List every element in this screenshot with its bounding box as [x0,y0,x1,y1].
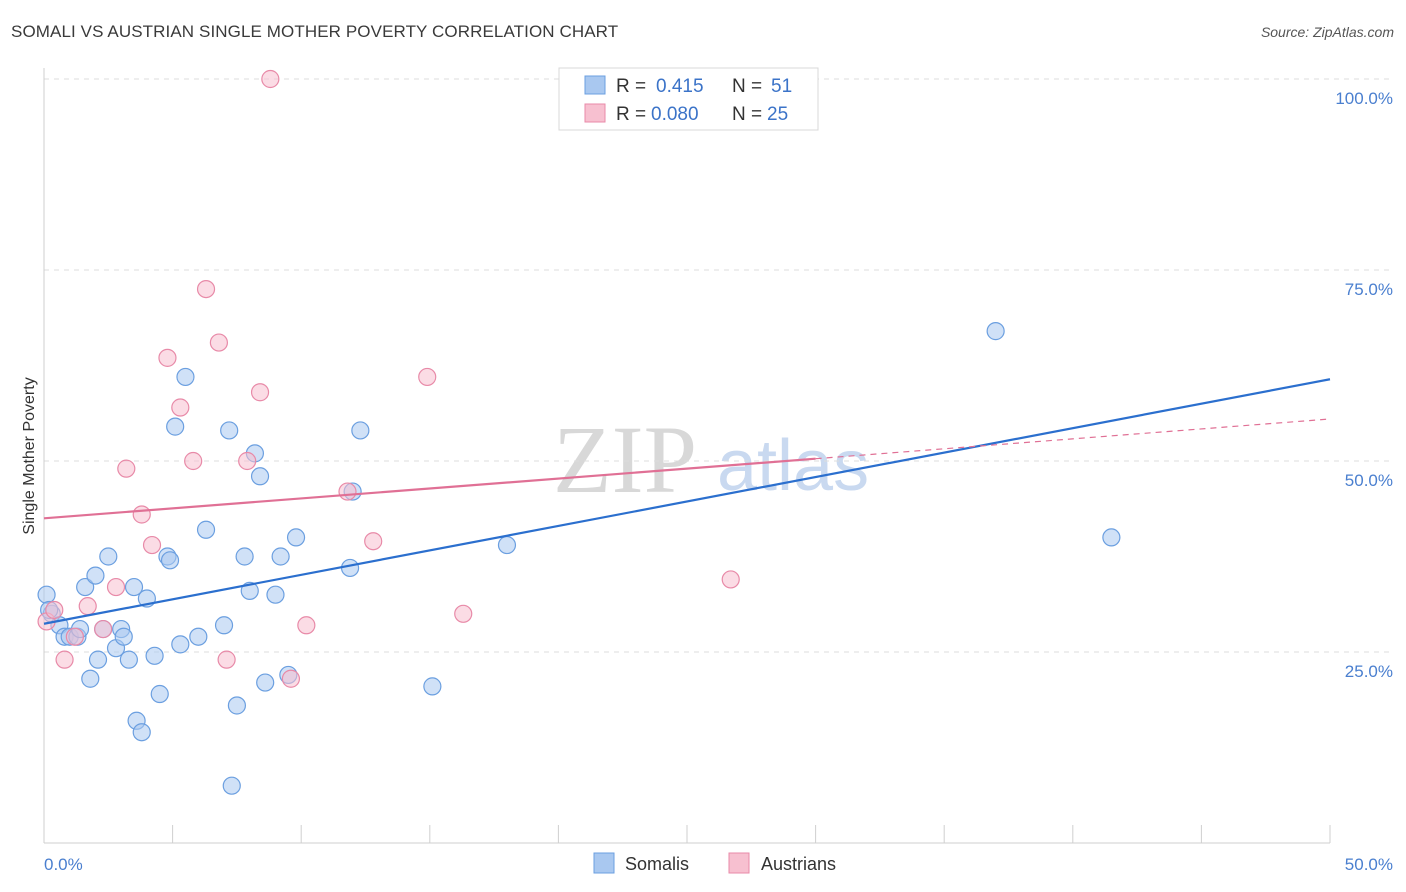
source-label: Source: ZipAtlas.com [1260,24,1394,40]
x-tick-label-max: 50.0% [1345,855,1393,874]
legend-box: R = 0.415 N = 51 R = 0.080 N = 25 [558,67,819,131]
gridlines [44,78,1393,653]
legend-n-value-austrians: 25 [767,104,788,125]
point-austrians-22 [418,367,437,387]
trend-line-somalis [43,378,1331,625]
y-tick-label-25: 25.0% [1345,662,1393,681]
watermark-atlas: atlas [717,426,869,506]
point-somalis-19 [132,723,151,742]
point-somalis-8 [81,669,100,688]
legend-r-label-austrians: R = [616,104,646,125]
point-somalis-21 [145,646,164,665]
point-somalis-12 [99,547,118,566]
y-tick-label-50: 50.0% [1345,471,1393,490]
point-somalis-32 [222,776,241,795]
y-axis-label: Single Mother Poverty [21,377,38,534]
point-somalis-15 [114,627,133,646]
point-austrians-6 [106,577,126,597]
point-austrians-8 [132,505,151,524]
point-somalis-17 [124,577,144,597]
point-somalis-47 [497,535,517,555]
point-somalis-28 [189,627,208,646]
legend-r-label-somalis: R = [616,76,646,97]
point-austrians-1 [45,600,64,620]
point-austrians-4 [78,597,97,616]
point-somalis-22 [150,684,169,704]
point-somalis-25 [166,417,185,436]
point-somalis-30 [214,616,234,635]
point-austrians-24 [721,570,740,589]
point-somalis-10 [88,650,108,669]
point-austrians-2 [55,650,74,669]
bottom-legend-label-austrians: Austrians [761,854,836,874]
point-somalis-37 [250,467,270,486]
point-somalis-45 [351,421,370,440]
point-austrians-16 [238,451,257,471]
point-austrians-25 [261,69,280,89]
point-somalis-34 [235,547,254,566]
point-austrians-12 [184,451,203,471]
trend-lines [43,378,1331,625]
point-somalis-39 [266,585,285,604]
point-somalis-35 [240,581,259,600]
trend-line-austrians-extension [815,418,1331,460]
point-austrians-17 [250,383,270,402]
y-tick-label-75: 75.0% [1345,280,1393,299]
trend-line-austrians [43,457,816,520]
point-austrians-5 [94,619,113,639]
point-somalis-40 [271,547,290,566]
x-axis-ticks [43,825,1331,843]
point-somalis-49 [1102,528,1121,547]
point-austrians-15 [217,650,236,669]
point-austrians-11 [171,398,190,417]
point-somalis-31 [220,421,239,440]
legend-r-value-austrians: 0.080 [651,104,699,125]
bottom-legend-swatch-somalis [593,852,615,874]
legend-r-value-somalis: 0.415 [656,76,704,97]
point-austrians-10 [158,348,177,367]
point-somalis-38 [256,673,275,692]
x-tick-label-min: 0.0% [44,855,83,874]
point-austrians-21 [364,532,383,551]
watermark-zip: ZIP [553,406,697,513]
legend-n-value-somalis: 51 [771,76,792,97]
point-austrians-13 [196,280,216,299]
data-points [37,69,1121,795]
point-somalis-9 [86,566,105,585]
point-somalis-43 [340,558,360,578]
point-somalis-29 [196,520,216,539]
point-somalis-33 [227,696,246,715]
point-austrians-14 [209,333,228,352]
bottom-legend-swatch-austrians [728,852,750,874]
bottom-legend: Somalis Austrians [593,852,836,874]
point-austrians-18 [281,669,301,688]
point-somalis-0 [37,585,56,604]
legend-n-label-austrians: N = [732,104,762,125]
point-austrians-9 [142,535,162,555]
legend-swatch-austrians [584,103,606,123]
legend-n-label-somalis: N = [732,76,762,97]
point-somalis-46 [423,677,442,696]
point-somalis-42 [286,528,306,547]
point-somalis-7 [76,577,95,597]
legend-swatch-somalis [584,75,606,95]
point-austrians-23 [454,604,473,623]
point-austrians-3 [65,627,84,646]
point-somalis-48 [986,322,1005,341]
point-somalis-24 [160,551,180,570]
point-somalis-27 [176,367,195,387]
point-austrians-20 [338,482,357,501]
chart-title: SOMALI VS AUSTRIAN SINGLE MOTHER POVERTY… [11,22,619,41]
bottom-legend-label-somalis: Somalis [625,854,689,874]
point-austrians-7 [117,459,136,478]
y-tick-labels: 25.0% 50.0% 75.0% 100.0% [1335,89,1393,681]
point-somalis-16 [119,650,138,669]
point-austrians-19 [297,616,316,635]
point-somalis-26 [171,635,190,654]
y-tick-label-100: 100.0% [1335,89,1393,108]
